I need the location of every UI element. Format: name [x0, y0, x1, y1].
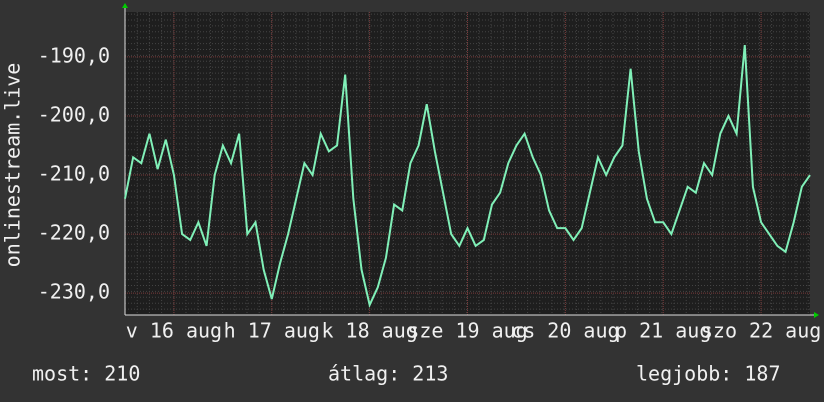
- axis-arrow: [122, 3, 128, 8]
- x-tick-label: h 17 aug: [224, 319, 320, 343]
- y-axis-label: onlinestream.live: [1, 63, 25, 268]
- y-tick-label: -190,0: [38, 43, 110, 67]
- x-tick-label: sze 19 aug: [407, 319, 527, 343]
- x-tick-label: p 21 aug: [615, 319, 711, 343]
- y-tick-label: -220,0: [38, 221, 110, 245]
- axis-arrow: [814, 312, 819, 318]
- footer-stat: most: 210: [32, 362, 140, 386]
- x-tick-label: cs 20 aug: [511, 319, 619, 343]
- x-tick-label: k 18 aug: [321, 319, 417, 343]
- plot-area: [125, 12, 810, 315]
- footer-stat: legjobb: 187: [636, 362, 781, 386]
- footer-stat: átlag: 213: [328, 362, 448, 386]
- x-tick-label: v 16 aug: [126, 319, 222, 343]
- x-tick-label: szo 22 aug: [701, 319, 821, 343]
- y-tick-label: -210,0: [38, 162, 110, 186]
- y-tick-label: -230,0: [38, 280, 110, 304]
- y-tick-label: -200,0: [38, 102, 110, 126]
- series-line: [124, 44, 811, 309]
